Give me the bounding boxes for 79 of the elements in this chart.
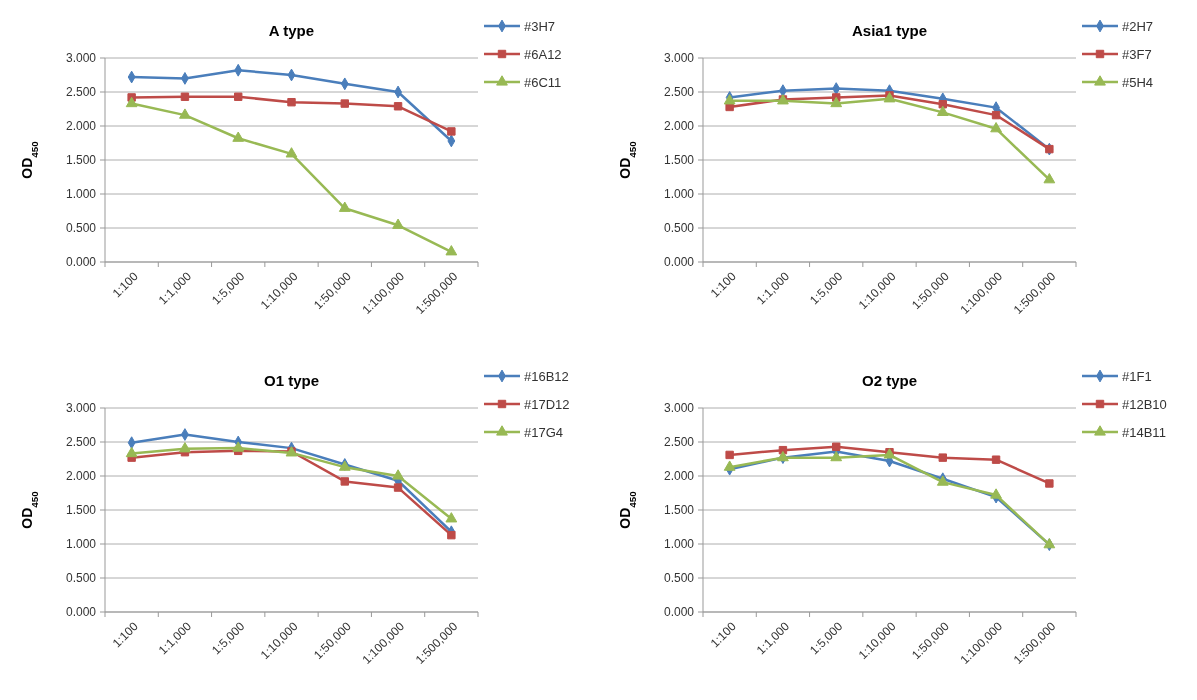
y-tick-label: 2.000 [65,119,97,134]
y-tick-label: 2.500 [65,435,97,450]
point [830,450,843,462]
point [287,97,296,107]
y-tick-label: 2.000 [663,119,695,134]
point [445,245,458,256]
y-tick-label: 0.000 [65,255,97,270]
y-tick-label: 1.500 [663,153,695,168]
y-tick-label: 3.000 [65,401,97,416]
point [447,530,456,540]
point [232,131,245,142]
legend-label: #1F1 [1122,368,1152,384]
y-tick-label: 1.500 [663,503,695,518]
y-tick-label: 3.000 [663,51,695,66]
y-tick-label: 0.500 [663,571,695,586]
point [392,469,404,480]
legend-label: #16B12 [524,368,569,384]
legend-label: #2H7 [1122,18,1154,34]
y-tick-label: 0.500 [65,221,97,236]
chart-title: Asia1 type [851,22,928,39]
y-tick-label: 3.000 [663,401,695,416]
point [340,477,349,486]
y-tick-label: 0.500 [65,571,97,586]
point [179,108,191,119]
point [392,218,404,229]
y-tick-label: 1.500 [65,153,97,168]
point [832,442,841,451]
chart-title: O2 type [861,372,918,389]
point [990,488,1002,499]
legend-label: #17D12 [524,396,570,412]
y-tick-label: 0.000 [663,255,695,270]
y-tick-label: 2.000 [663,469,695,484]
point [125,446,138,458]
point [445,512,458,523]
legend-label: #6C11 [524,74,562,90]
y-tick-label: 2.500 [663,85,695,100]
point [340,99,349,108]
point [991,110,1001,120]
y-tick-label: 1.000 [65,187,97,202]
point [447,127,456,136]
y-tick-label: 3.000 [65,51,97,66]
chart-title: A type [268,22,315,39]
point [938,453,947,462]
legend-label: #3H7 [524,18,556,34]
y-tick-label: 1.500 [65,503,97,518]
point [125,96,138,108]
point [990,122,1002,133]
point [725,450,734,460]
y-tick-label: 2.000 [65,469,97,484]
point [393,483,403,492]
point [830,96,843,108]
y-tick-label: 2.500 [663,435,695,450]
y-tick-label: 2.500 [65,85,97,100]
y-tick-label: 0.000 [663,605,695,620]
point [1045,479,1054,488]
point [179,442,191,453]
point [180,92,190,101]
legend-label: #3F7 [1122,46,1152,62]
legend-label: #5H4 [1122,74,1154,90]
y-tick-label: 0.500 [663,221,695,236]
point [1043,173,1056,184]
legend-label: #6A12 [524,46,562,62]
y-tick-label: 1.000 [663,187,695,202]
point [936,105,949,116]
y-tick-label: 1.000 [65,537,97,552]
point [338,201,351,212]
legend-label: #14B11 [1122,424,1166,440]
chart-title: O1 type [263,372,320,389]
y-tick-label: 0.000 [65,605,97,620]
point [723,460,736,471]
point [991,455,1001,464]
point [938,100,947,109]
point [232,441,245,452]
y-tick-label: 1.000 [663,537,695,552]
point [285,147,298,158]
legend-label: #17G4 [524,424,564,440]
legend-label: #12B10 [1122,396,1167,412]
point [234,92,243,101]
point [393,102,403,111]
